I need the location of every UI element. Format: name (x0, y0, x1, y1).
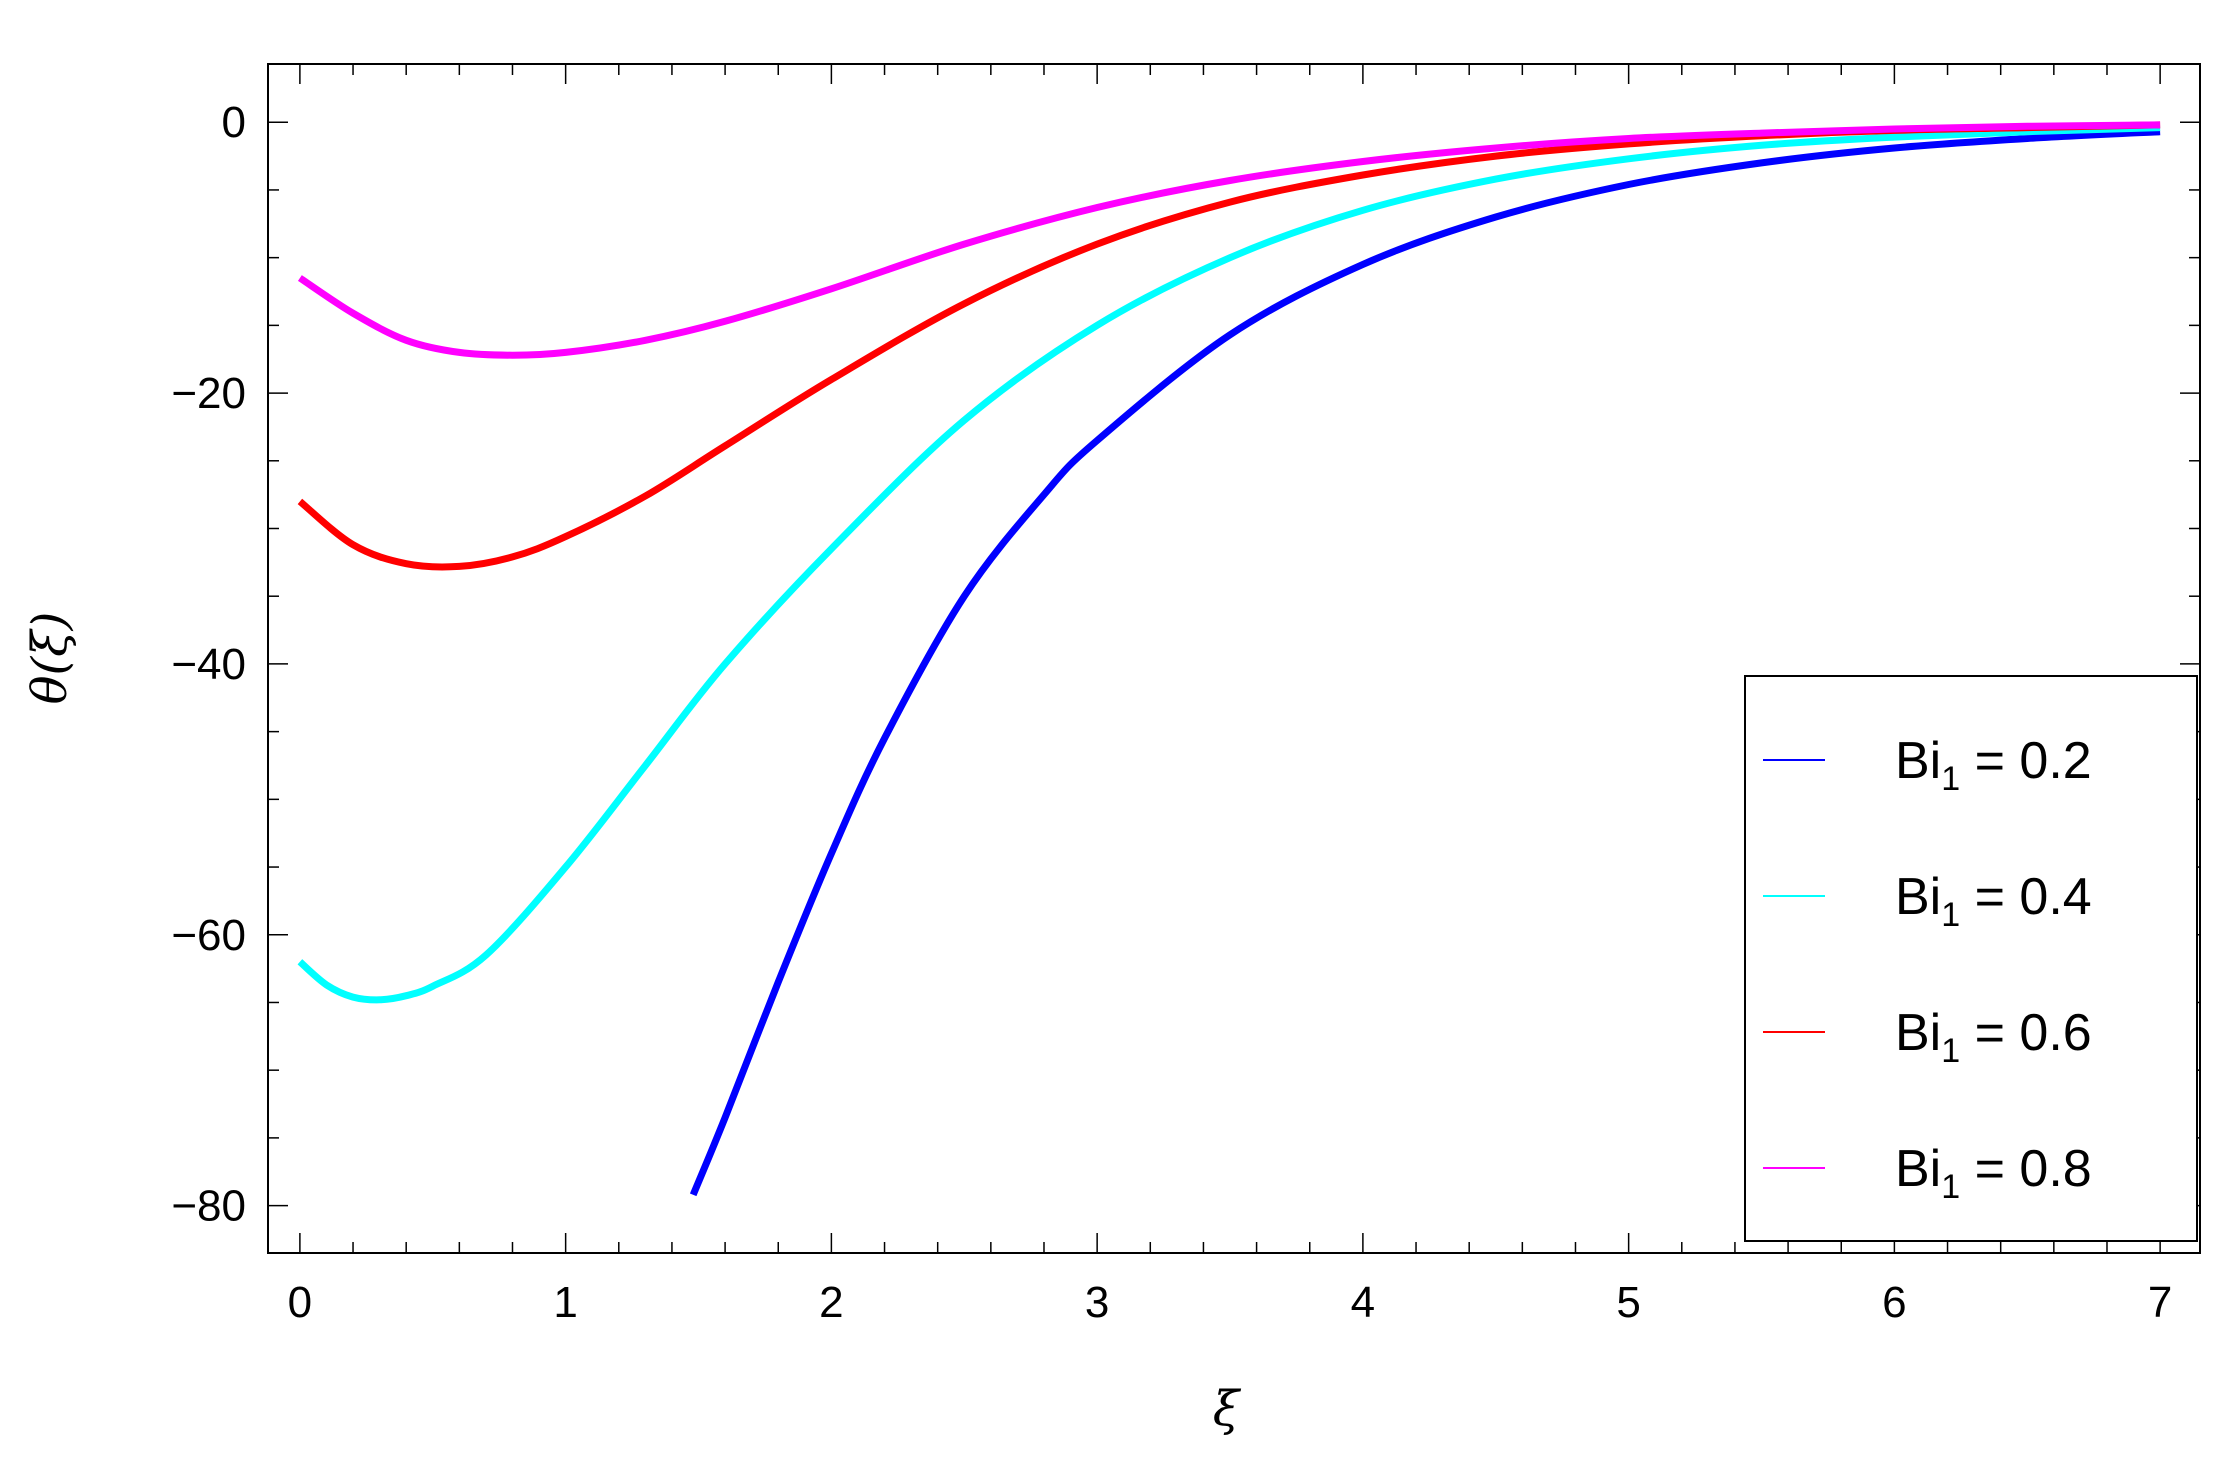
legend-label-1: Bi1 = 0.2 (1895, 732, 2092, 798)
series-layer (297, 121, 2161, 1197)
x-tick-label: 5 (1616, 1278, 1640, 1327)
y-tick-label: −60 (171, 911, 246, 960)
legend-items: Bi1 = 0.2 Bi1 = 0.4 Bi1 = 0.6 Bi1 = 0.8 (1763, 732, 2092, 1206)
series-line-2 (297, 124, 2161, 1004)
y-tick-label: −80 (171, 1182, 246, 1231)
x-tick-label: 7 (2148, 1278, 2172, 1327)
labels-layer: 0 1 2 3 4 5 6 7 0 −20 −40 −60 −80 (171, 98, 2172, 1327)
y-tick-label: −20 (171, 369, 246, 418)
series-line-1 (689, 128, 2161, 1197)
x-tick-label: 0 (288, 1278, 312, 1327)
x-tick-label: 1 (553, 1278, 577, 1327)
plot-frame (267, 63, 2201, 1254)
y-tick-label: 0 (222, 98, 246, 147)
legend-label-4: Bi1 = 0.8 (1895, 1140, 2092, 1206)
ticks-layer (268, 64, 2200, 1253)
legend-label-2: Bi1 = 0.4 (1895, 868, 2092, 934)
x-tick-label: 6 (1882, 1278, 1906, 1327)
y-tick-label: −40 (171, 640, 246, 689)
x-tick-label: 3 (1085, 1278, 1109, 1327)
series-line-4 (297, 121, 2161, 359)
x-axis-label: ξ (1213, 1381, 1242, 1437)
legend-box (1744, 675, 2198, 1242)
x-tick-label: 4 (1351, 1278, 1375, 1327)
y-axis-label: θ(ξ) (22, 612, 78, 705)
legend-label-3: Bi1 = 0.6 (1895, 1004, 2092, 1070)
x-tick-label: 2 (819, 1278, 843, 1327)
legend: Bi1 = 0.2 Bi1 = 0.4 Bi1 = 0.6 Bi1 = 0.8 (1744, 675, 2198, 1242)
